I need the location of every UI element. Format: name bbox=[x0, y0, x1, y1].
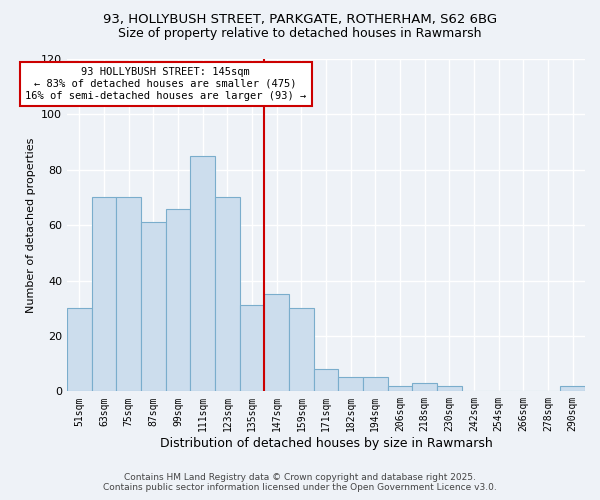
Bar bbox=[166, 208, 190, 392]
Bar bbox=[289, 308, 314, 392]
Bar bbox=[116, 198, 141, 392]
Bar bbox=[560, 386, 585, 392]
Y-axis label: Number of detached properties: Number of detached properties bbox=[26, 138, 35, 313]
Text: 93, HOLLYBUSH STREET, PARKGATE, ROTHERHAM, S62 6BG: 93, HOLLYBUSH STREET, PARKGATE, ROTHERHA… bbox=[103, 12, 497, 26]
Bar bbox=[388, 386, 412, 392]
Bar bbox=[141, 222, 166, 392]
Bar bbox=[240, 306, 265, 392]
Bar bbox=[92, 198, 116, 392]
Bar bbox=[67, 308, 92, 392]
Bar bbox=[314, 369, 338, 392]
Bar bbox=[215, 198, 240, 392]
Bar bbox=[338, 378, 363, 392]
Bar bbox=[363, 378, 388, 392]
Bar bbox=[412, 383, 437, 392]
Text: 93 HOLLYBUSH STREET: 145sqm
← 83% of detached houses are smaller (475)
16% of se: 93 HOLLYBUSH STREET: 145sqm ← 83% of det… bbox=[25, 68, 307, 100]
Bar bbox=[190, 156, 215, 392]
Bar bbox=[265, 294, 289, 392]
X-axis label: Distribution of detached houses by size in Rawmarsh: Distribution of detached houses by size … bbox=[160, 437, 493, 450]
Text: Size of property relative to detached houses in Rawmarsh: Size of property relative to detached ho… bbox=[118, 28, 482, 40]
Text: Contains HM Land Registry data © Crown copyright and database right 2025.
Contai: Contains HM Land Registry data © Crown c… bbox=[103, 473, 497, 492]
Bar bbox=[437, 386, 461, 392]
